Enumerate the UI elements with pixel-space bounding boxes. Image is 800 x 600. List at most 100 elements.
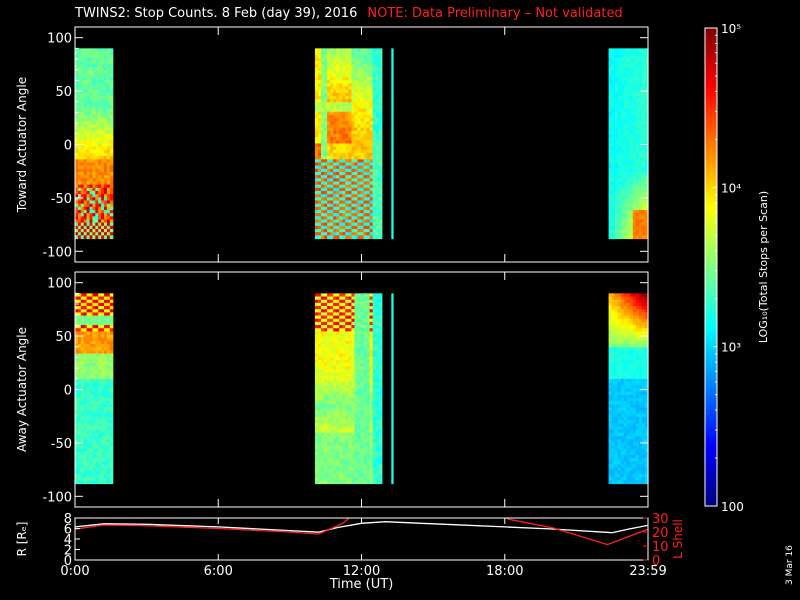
heatmap-cell (644, 54, 649, 59)
heatmap-cell (351, 467, 356, 472)
heatmap-cell (327, 111, 331, 116)
heatmap-cell (611, 216, 616, 221)
heatmap-cell (614, 225, 619, 230)
heatmap-cell (104, 111, 108, 116)
heatmap-cell (101, 397, 105, 402)
heatmap-cell (336, 410, 340, 415)
heatmap-cell (89, 470, 94, 475)
heatmap-cell (641, 171, 646, 176)
heatmap-cell (336, 315, 340, 320)
heatmap-cell (354, 420, 359, 424)
heatmap-cell (342, 95, 346, 100)
heatmap-cell (101, 363, 105, 367)
heatmap-cell (632, 149, 637, 154)
heatmap-cell (357, 140, 362, 145)
heatmap-cell (623, 159, 628, 164)
heatmap-cell (92, 127, 96, 132)
heatmap-cell (95, 407, 99, 412)
heatmap-cell (614, 181, 619, 186)
heatmap-cell (336, 206, 340, 211)
heatmap-cell (314, 372, 319, 377)
heatmap-cell (339, 385, 343, 390)
heatmap-cell (109, 105, 114, 110)
heatmap-cell (330, 451, 334, 456)
heatmap-cell (89, 67, 94, 72)
heatmap-cell (638, 111, 643, 116)
heatmap-cell (348, 461, 353, 466)
heatmap-cell (327, 156, 331, 160)
heatmap-cell (626, 184, 631, 189)
heatmap-cell (351, 54, 356, 59)
heatmap-cell (354, 416, 359, 421)
heatmap-cell (369, 302, 374, 307)
heatmap-cell (391, 89, 394, 94)
heatmap-cell (314, 420, 319, 424)
heatmap-cell (109, 168, 114, 173)
heatmap-cell (360, 372, 365, 377)
heatmap-cell (330, 105, 334, 110)
heatmap-cell (106, 302, 111, 307)
heatmap-cell (314, 108, 319, 113)
heatmap-cell (95, 219, 99, 224)
heatmap-cell (321, 149, 325, 154)
heatmap-cell (327, 413, 331, 418)
heatmap-cell (86, 149, 91, 154)
heatmap-cell (98, 156, 102, 160)
heatmap-cell (77, 127, 82, 132)
heatmap-cell (363, 67, 368, 72)
heatmap-cell (98, 200, 102, 205)
heatmap-cell (317, 397, 322, 402)
heatmap-cell (89, 325, 94, 329)
heatmap-cell (101, 114, 105, 119)
heatmap-cell (336, 382, 340, 386)
heatmap-cell (345, 420, 349, 424)
heatmap-cell (333, 451, 337, 456)
heatmap-cell (351, 353, 356, 358)
heatmap-cell (314, 375, 319, 380)
heatmap-cell (363, 350, 368, 355)
heatmap-cell (92, 235, 96, 240)
heatmap-cell (339, 309, 343, 313)
heatmap-cell (327, 337, 331, 342)
heatmap-cell (80, 133, 85, 138)
heatmap-cell (638, 181, 643, 186)
heatmap-cell (617, 206, 622, 211)
heatmap-cell (80, 458, 85, 462)
heatmap-cell (345, 464, 349, 469)
heatmap-cell (348, 470, 353, 475)
heatmap-cell (324, 401, 328, 405)
heatmap-cell (348, 73, 353, 78)
heatmap-cell (336, 318, 340, 323)
heatmap-cell (611, 118, 616, 122)
heatmap-cell (339, 340, 343, 345)
heatmap-cell (92, 200, 96, 205)
heatmap-cell (327, 448, 331, 453)
heatmap-cell (330, 470, 334, 475)
heatmap-cell (363, 83, 368, 87)
heatmap-cell (104, 321, 108, 326)
heatmap-cell (86, 152, 91, 157)
data-block (608, 48, 649, 240)
heatmap-cell (333, 309, 337, 313)
heatmap-cell (95, 70, 99, 75)
heatmap-cell (92, 124, 96, 129)
heatmap-cell (366, 194, 371, 198)
heatmap-cell (623, 232, 628, 236)
heatmap-cell (89, 156, 94, 160)
heatmap-cell (80, 92, 85, 97)
heatmap-cell (83, 124, 88, 129)
heatmap-cell (351, 190, 356, 195)
heatmap-cell (327, 181, 331, 186)
heatmap-cell (614, 99, 619, 103)
heatmap-cell (611, 194, 616, 198)
heatmap-cell (339, 423, 343, 428)
heatmap-cell (86, 302, 91, 307)
heatmap-cell (86, 445, 91, 450)
heatmap-cell (360, 318, 365, 323)
heatmap-cell (342, 401, 346, 405)
heatmap-cell (77, 306, 82, 310)
heatmap-cell (391, 83, 394, 87)
heatmap-cell (357, 219, 362, 224)
heatmap-cell (86, 312, 91, 317)
heatmap-cell (80, 203, 85, 208)
